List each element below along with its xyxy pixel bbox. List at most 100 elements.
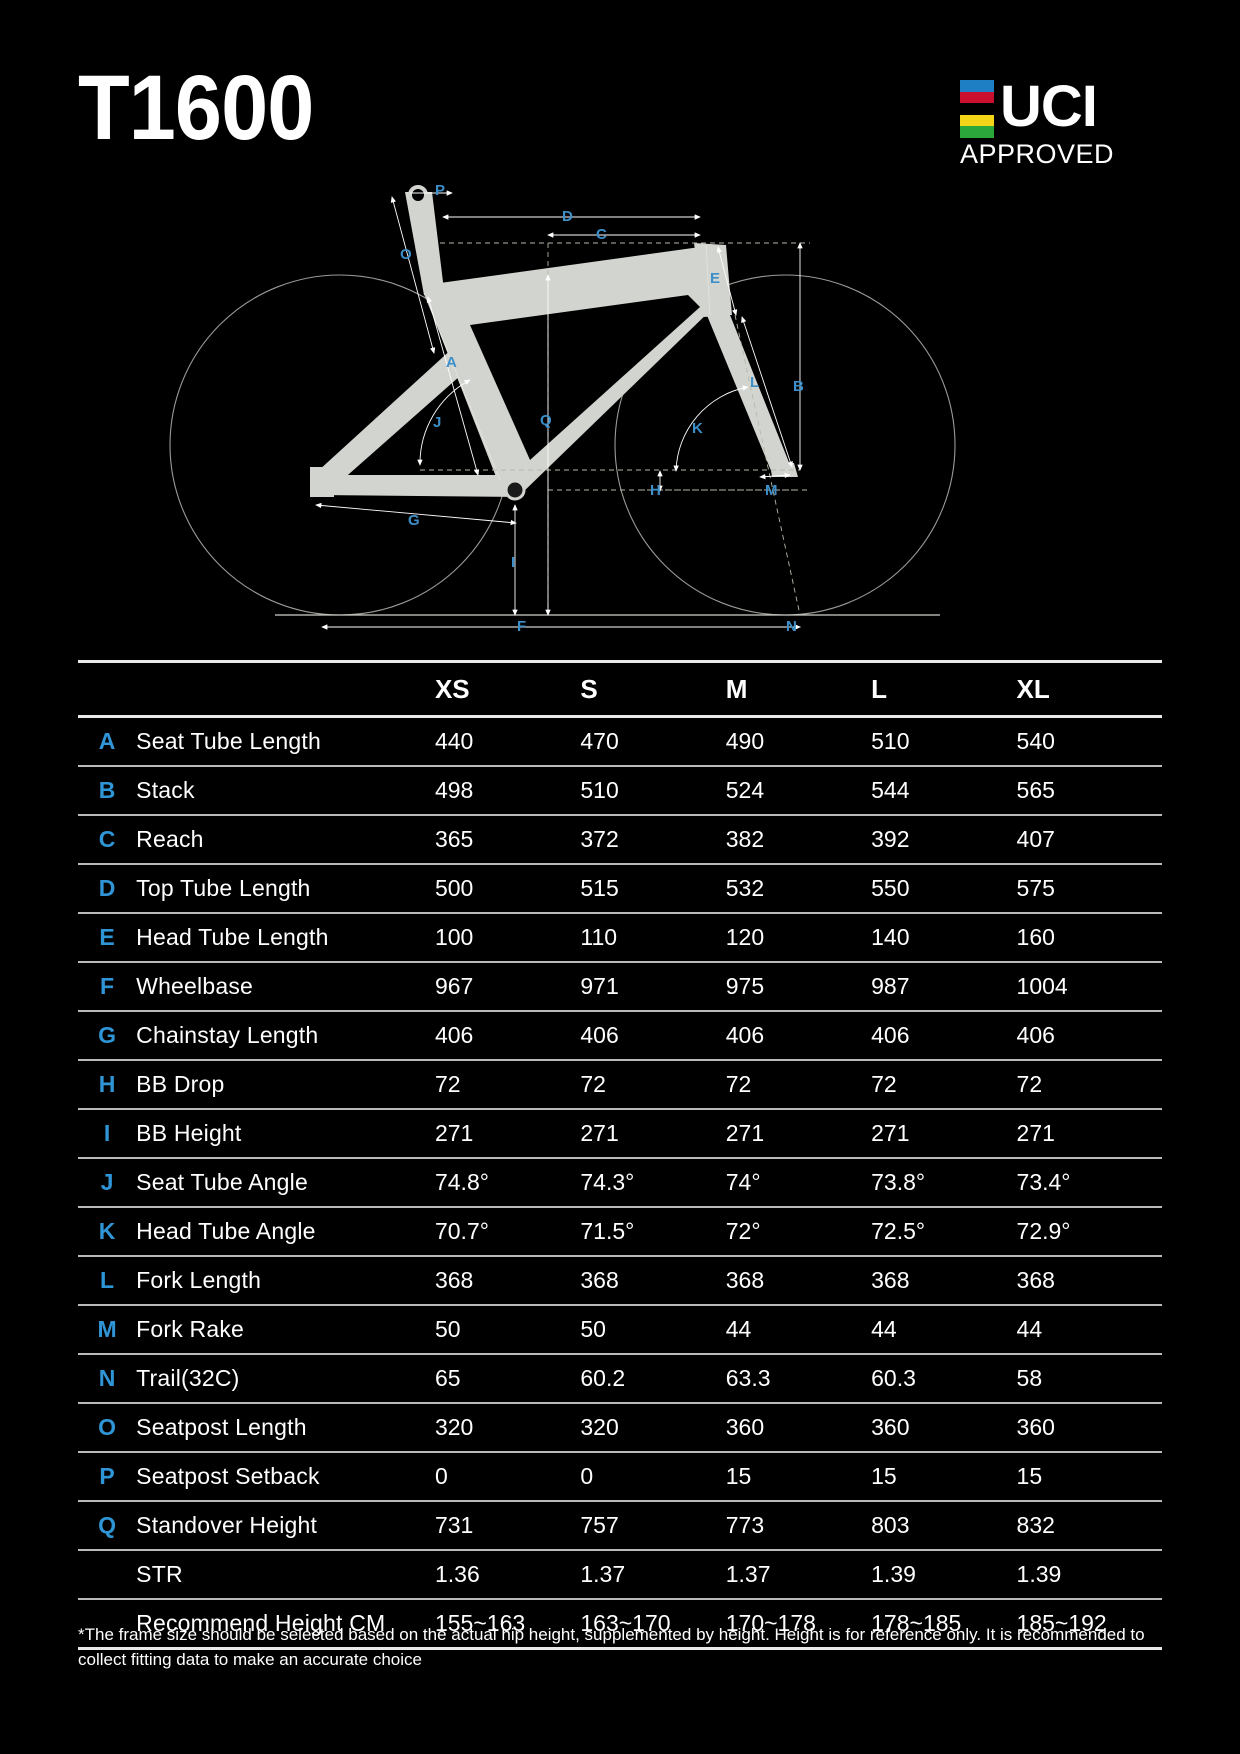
- table-rule: [78, 1108, 1162, 1110]
- row-parameter-name: Seatpost Length: [136, 1414, 307, 1440]
- row-value-xl: 72.9°: [1016, 1218, 1071, 1244]
- table-row: I BB Height 271 271 271 271 271: [78, 1110, 1162, 1157]
- row-value-s: 1.37: [580, 1561, 626, 1587]
- row-value-xl: 271: [1016, 1120, 1055, 1146]
- table-rule: [78, 1206, 1162, 1208]
- dim-label-N: N: [786, 618, 797, 635]
- table-row: A Seat Tube Length 440 470 490 510 540: [78, 718, 1162, 765]
- row-value-l: 987: [871, 973, 910, 999]
- row-letter: B: [98, 777, 116, 803]
- row-value-m: 15: [725, 1463, 752, 1489]
- row-value-xl: 575: [1016, 875, 1055, 901]
- row-value-xs: 498: [434, 777, 474, 803]
- row-value-s: 60.2: [580, 1365, 626, 1391]
- row-value-xl: 407: [1016, 826, 1055, 852]
- letter-header: [78, 663, 136, 715]
- row-value-m: 532: [725, 875, 765, 901]
- row-parameter-name: Chainstay Length: [136, 1022, 319, 1048]
- size-header-m: M: [725, 673, 748, 704]
- row-letter: Q: [98, 1512, 117, 1538]
- table-row: F Wheelbase 967 971 975 987 1004: [78, 963, 1162, 1010]
- row-value-xs: 967: [434, 973, 474, 999]
- row-value-s: 971: [580, 973, 619, 999]
- table-row: G Chainstay Length 406 406 406 406 406: [78, 1012, 1162, 1059]
- table-row: C Reach 365 372 382 392 407: [78, 816, 1162, 863]
- row-value-l: 368: [871, 1267, 910, 1293]
- row-value-xl: 185~192: [1016, 1610, 1107, 1636]
- row-value-l: 15: [871, 1463, 897, 1489]
- row-value-l: 271: [871, 1120, 910, 1146]
- row-value-xs: 406: [434, 1022, 474, 1048]
- table-rule: [78, 660, 1162, 663]
- table-row: Recommend Height CM 155~163 163~170 170~178…: [78, 1600, 1162, 1647]
- row-parameter-name: Head Tube Length: [136, 924, 329, 950]
- row-parameter-name: Trail(32C): [136, 1365, 240, 1391]
- dim-label-G: G: [408, 512, 420, 529]
- table-rule: [78, 1549, 1162, 1551]
- table-rule: [78, 1157, 1162, 1159]
- table-row: N Trail(32C) 65 60.2 63.3 60.3 58: [78, 1355, 1162, 1402]
- dim-label-C: C: [596, 226, 607, 243]
- row-value-xl: 368: [1016, 1267, 1055, 1293]
- row-value-xl: 72: [1016, 1071, 1043, 1097]
- row-value-xs: 65: [434, 1365, 461, 1391]
- footnote: *The frame size should be selected based…: [78, 1625, 1145, 1669]
- table-rule: [78, 1010, 1162, 1012]
- row-value-xs: 0: [434, 1463, 448, 1489]
- table-rule: [78, 863, 1162, 865]
- row-value-l: 140: [871, 924, 910, 950]
- row-letter: F: [100, 973, 115, 999]
- row-value-xl: 832: [1016, 1512, 1055, 1538]
- row-letter: D: [98, 875, 116, 901]
- row-value-m: 368: [725, 1267, 765, 1293]
- row-parameter-name: Seat Tube Angle: [136, 1169, 308, 1195]
- row-letter: N: [98, 1365, 116, 1391]
- header: T1600 UCI APPROVED: [0, 0, 1240, 190]
- table-rule: [78, 1255, 1162, 1257]
- row-letter: A: [98, 728, 116, 754]
- row-value-xs: 50: [434, 1316, 461, 1342]
- uci-approved-logo: UCI APPROVED: [960, 78, 1140, 170]
- table-rule: [78, 814, 1162, 816]
- row-value-l: 406: [871, 1022, 910, 1048]
- row-letter: O: [98, 1414, 117, 1440]
- dim-label-I: I: [511, 554, 515, 571]
- row-value-s: 320: [580, 1414, 619, 1440]
- row-value-l: 550: [871, 875, 910, 901]
- table-rule: [78, 1059, 1162, 1061]
- row-value-xs: 72: [434, 1071, 461, 1097]
- row-value-xl: 15: [1016, 1463, 1043, 1489]
- row-value-l: 44: [871, 1316, 897, 1342]
- geometry-spec-table: XS S M L XL A Seat Tube Length 440 470 490 510 540 B…: [78, 660, 1162, 1650]
- table-rule: [78, 765, 1162, 767]
- table-row: O Seatpost Length 320 320 360 360 360: [78, 1404, 1162, 1451]
- row-value-xl: 58: [1016, 1365, 1043, 1391]
- dim-label-A: A: [446, 354, 457, 371]
- bottom-bracket-icon: [504, 479, 526, 501]
- table-row: STR 1.36 1.37 1.37 1.39 1.39: [78, 1551, 1162, 1598]
- row-value-xl: 160: [1016, 924, 1055, 950]
- row-value-l: 544: [871, 777, 910, 803]
- row-value-s: 71.5°: [580, 1218, 635, 1244]
- size-header-l: L: [871, 673, 888, 704]
- row-value-xs: 271: [434, 1120, 474, 1146]
- row-value-m: 120: [725, 924, 765, 950]
- row-value-l: 178~185: [871, 1610, 962, 1636]
- row-value-l: 360: [871, 1414, 910, 1440]
- size-header-xs: XS: [434, 673, 470, 704]
- row-value-s: 50: [580, 1316, 606, 1342]
- row-value-m: 271: [725, 1120, 765, 1146]
- row-value-l: 392: [871, 826, 910, 852]
- uci-approved-label: APPROVED: [960, 139, 1115, 169]
- dim-label-Q: Q: [540, 412, 552, 429]
- row-parameter-name: Reach: [136, 826, 204, 852]
- row-parameter-name: Fork Length: [136, 1267, 262, 1293]
- row-value-l: 72.5°: [871, 1218, 926, 1244]
- table-row: H BB Drop 72 72 72 72 72: [78, 1061, 1162, 1108]
- row-value-xs: 70.7°: [434, 1218, 489, 1244]
- table-rule: [78, 1451, 1162, 1453]
- row-value-xl: 44: [1016, 1316, 1043, 1342]
- dim-label-J: J: [433, 414, 441, 431]
- row-letter: C: [98, 826, 116, 852]
